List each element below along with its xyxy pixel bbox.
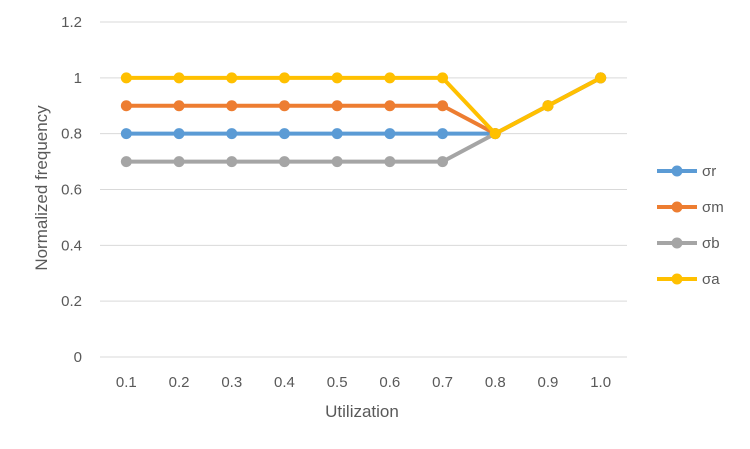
y-tick-label: 0.4 [61,237,82,254]
data-point [437,156,449,168]
x-tick-label: 0.1 [116,374,137,391]
gridlines [100,21,627,358]
data-point [226,100,238,112]
data-point [120,156,132,168]
data-point [226,128,238,140]
x-tick-label: 0.8 [485,374,506,391]
data-point [226,72,238,84]
x-tick-label: 0.3 [221,374,242,391]
y-axis-title: Normalized frequency [32,105,51,271]
data-point [120,128,132,140]
legend-marker [671,201,683,213]
y-tick-label: 1.2 [61,14,82,31]
series-1 [120,72,607,140]
x-tick-label: 0.2 [169,374,190,391]
series-lines [120,72,607,168]
x-tick-label: 0.4 [274,374,295,391]
data-point [437,100,449,112]
x-axis-ticks: 0.1 0.2 0.3 0.4 0.5 0.6 0.7 0.8 0.9 1.0 [116,374,611,391]
y-axis-ticks: 0 0.2 0.4 0.6 0.8 1 1.2 [61,14,82,366]
x-tick-label: 0.5 [327,374,348,391]
legend-item: σr [657,163,716,180]
series-line [124,75,603,164]
data-point [120,72,132,84]
data-point [173,72,185,84]
data-point [173,128,185,140]
y-tick-label: 0.2 [61,293,82,310]
data-point [489,128,501,140]
legend-item: σa [657,271,720,288]
x-tick-label: 0.7 [432,374,453,391]
data-point [384,156,396,168]
data-point [595,72,607,84]
legend: σr σm σb σa [657,163,724,288]
legend-item: σb [657,235,720,252]
legend-item: σm [657,199,724,216]
data-point [120,100,132,112]
data-point [226,156,238,168]
legend-label: σa [702,271,720,288]
legend-marker [671,273,683,285]
y-tick-label: 0.6 [61,182,82,199]
x-tick-label: 0.9 [538,374,559,391]
data-point [278,72,290,84]
data-point [331,72,343,84]
data-point [542,100,554,112]
x-tick-label: 0.6 [379,374,400,391]
legend-marker [671,237,683,249]
data-point [384,72,396,84]
series-3 [120,72,607,140]
series-line [124,75,603,136]
y-tick-label: 0.8 [61,126,82,143]
legend-marker [671,165,683,177]
series-2 [120,72,607,168]
data-point [331,128,343,140]
data-point [278,156,290,168]
x-axis-title: Utilization [325,402,399,421]
data-point [278,128,290,140]
data-point [278,100,290,112]
legend-label: σr [702,163,716,180]
data-point [173,156,185,168]
x-tick-label: 1.0 [590,374,611,391]
legend-label: σb [702,235,720,252]
y-tick-label: 1 [74,70,82,87]
data-point [437,128,449,140]
data-point [173,100,185,112]
data-point [331,100,343,112]
data-point [384,128,396,140]
data-point [437,72,449,84]
data-point [331,156,343,168]
series-line [124,75,603,136]
data-point [384,100,396,112]
legend-label: σm [702,199,724,216]
y-tick-label: 0 [74,349,82,366]
